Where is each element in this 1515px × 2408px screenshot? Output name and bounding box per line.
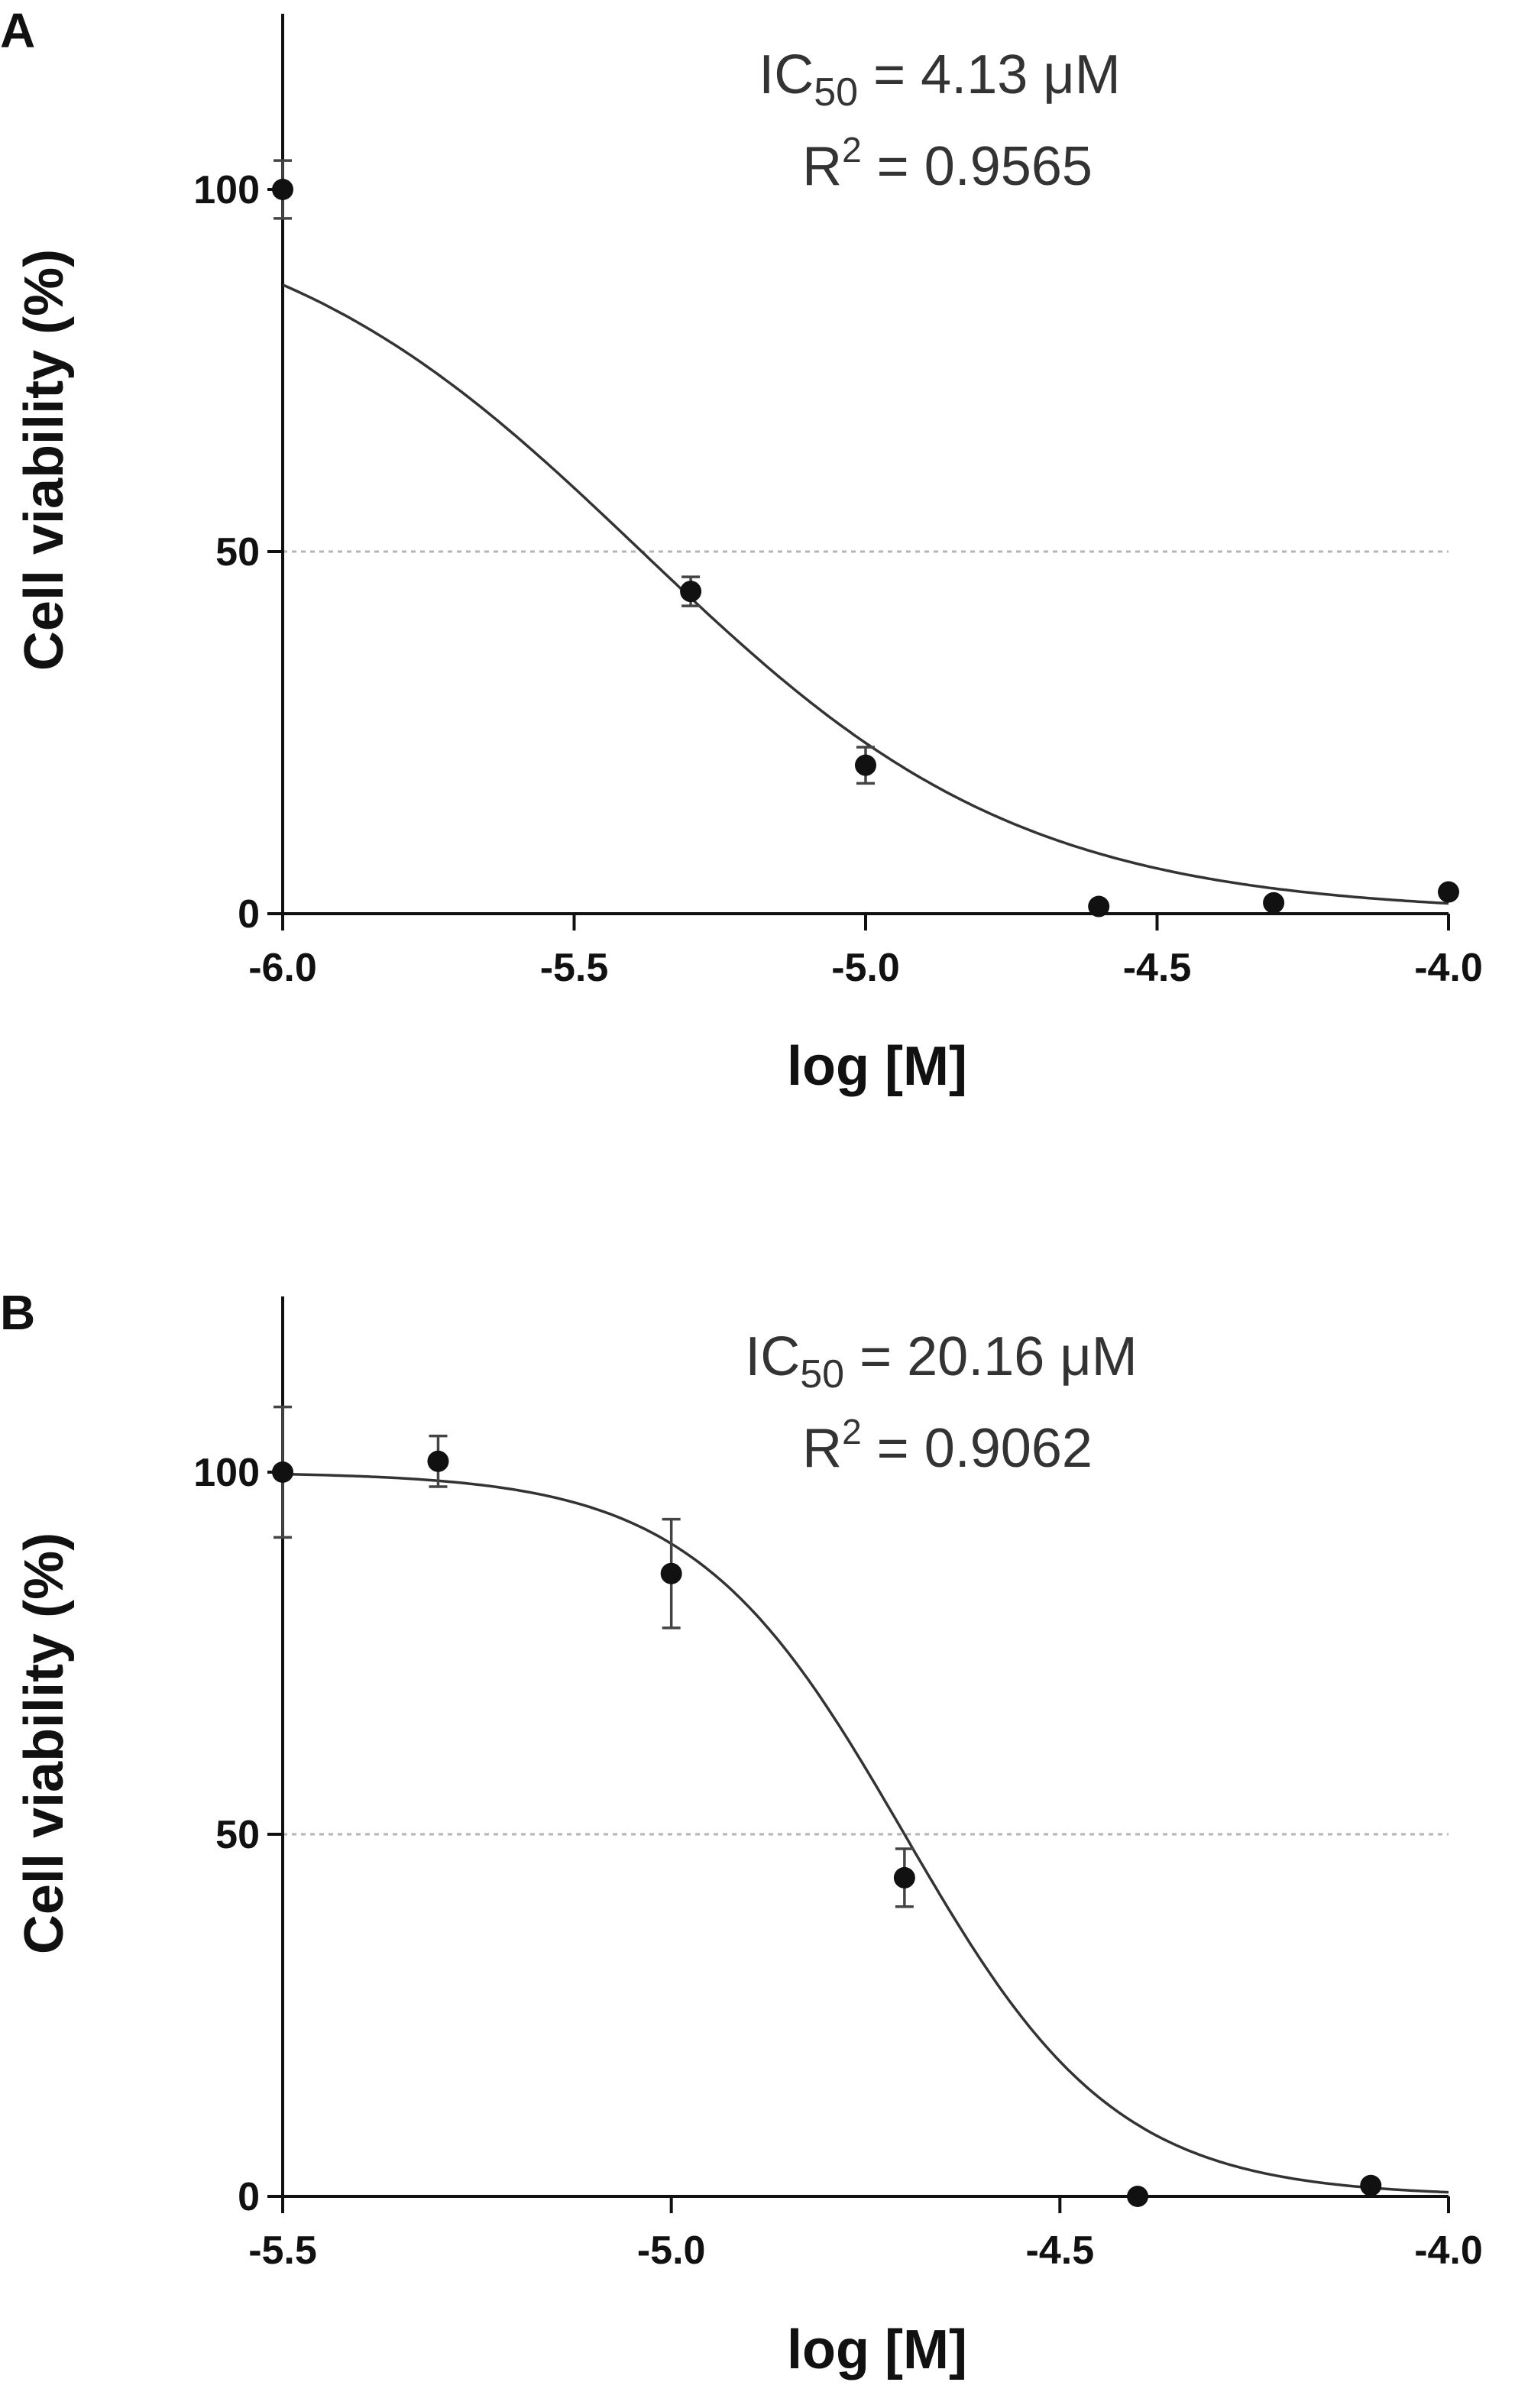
panel-a-x-tick-label: -4.5	[1123, 946, 1192, 990]
panel-a-data-point	[680, 581, 702, 603]
panel-a-r2: R2 = 0.9565	[802, 130, 1093, 197]
panel-a-data-point	[1438, 881, 1459, 903]
panel-a-y-tick-label: 100	[193, 168, 260, 212]
panel-a-x-tick-label: -6.0	[248, 946, 317, 990]
panel-a-data-point	[855, 754, 876, 776]
panel-b-fit-curve	[282, 1472, 1449, 2194]
panel-a-x-axis-title: log [M]	[787, 1036, 967, 1097]
panel-b-data-point	[893, 1866, 915, 1889]
panel-a-fit-curve	[282, 283, 1449, 905]
panel-a-ic50: IC50 = 4.13 μM	[759, 44, 1121, 115]
panel-b-x-tick-label: -5.5	[248, 2228, 317, 2273]
panel-a: A IC50 = 4.13 μM R2 = 0.9565 log [M] Cel…	[0, 3, 1483, 1097]
panel-a-data-point	[1088, 895, 1110, 918]
panel-b-label: B	[0, 1285, 35, 1340]
panel-b-y-axis-title: Cell viability (%)	[14, 1533, 75, 1954]
panel-b: B IC50 = 20.16 μM R2 = 0.9062 log [M] Ce…	[0, 1285, 1483, 2380]
panel-a-y-tick-label: 0	[238, 892, 260, 937]
panel-b-y-tick-label: 0	[238, 2175, 260, 2219]
panel-b-r2: R2 = 0.9062	[802, 1412, 1093, 1479]
panel-a-x-tick-label: -5.0	[831, 946, 900, 990]
panel-b-x-tick-label: -5.0	[637, 2228, 706, 2273]
panel-b-data-point	[1127, 2186, 1149, 2207]
panel-b-y-tick-label: 50	[215, 1813, 260, 1857]
panel-b-data-point	[427, 1450, 449, 1472]
panel-a-y-axis-title: Cell viability (%)	[14, 249, 75, 671]
panel-a-label: A	[0, 3, 35, 58]
panel-a-y-tick-label: 50	[215, 530, 260, 574]
panel-b-ic50: IC50 = 20.16 μM	[745, 1326, 1138, 1397]
panel-b-y-tick-label: 100	[193, 1451, 260, 1495]
panel-a-x-tick-label: -5.5	[540, 946, 609, 990]
panel-b-data-point	[1360, 2174, 1382, 2196]
panel-b-x-tick-label: -4.5	[1026, 2228, 1095, 2273]
panel-a-data-point	[272, 179, 293, 200]
panel-b-data-point	[272, 1461, 293, 1483]
panel-b-data-point	[660, 1562, 682, 1584]
panel-a-x-tick-label: -4.0	[1414, 946, 1483, 990]
panel-b-x-tick-label: -4.0	[1414, 2228, 1483, 2273]
panel-b-x-axis-title: log [M]	[787, 2319, 967, 2380]
panel-a-data-point	[1263, 892, 1285, 914]
